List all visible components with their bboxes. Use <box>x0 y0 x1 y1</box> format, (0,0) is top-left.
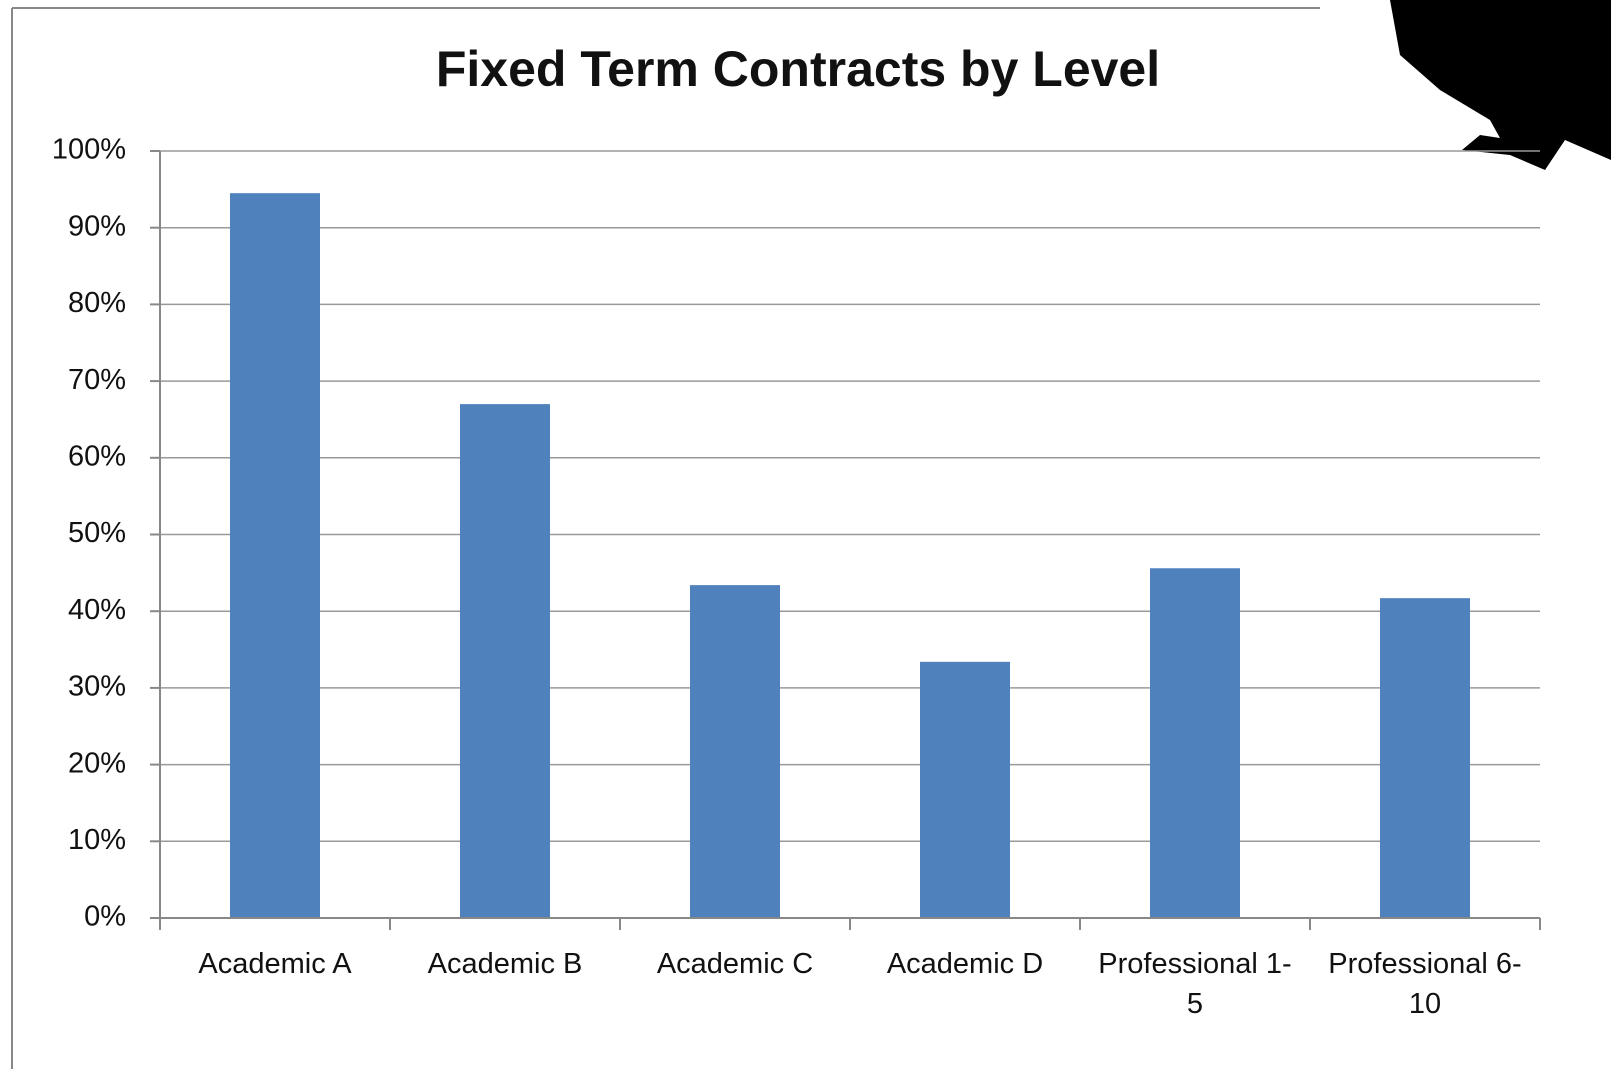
bar <box>460 404 550 918</box>
bar <box>1150 568 1240 918</box>
x-tick-label: Academic D <box>886 948 1044 980</box>
decoration <box>1390 0 1611 170</box>
y-tick-label: 10% <box>68 824 126 856</box>
bar <box>1380 598 1470 918</box>
x-tick-label: Professional 6-10 <box>1328 948 1522 1020</box>
y-tick-label: 0% <box>84 901 126 933</box>
bar <box>920 661 1010 918</box>
bar <box>230 193 320 918</box>
x-tick-label: Academic A <box>198 948 352 980</box>
y-tick-label: 40% <box>68 594 126 626</box>
y-tick-label: 60% <box>68 440 126 472</box>
y-tick-label: 100% <box>52 134 126 166</box>
x-tick-label: Professional 1-5 <box>1098 948 1292 1020</box>
bar <box>690 585 780 918</box>
y-tick-label: 80% <box>68 287 126 319</box>
x-tick-label: Academic C <box>656 948 814 980</box>
chart-title: Fixed Term Contracts by Level <box>436 41 1160 97</box>
y-tick-label: 20% <box>68 747 126 779</box>
x-tick-label: Academic B <box>427 948 583 980</box>
y-tick-label: 90% <box>68 210 126 242</box>
y-tick-label: 70% <box>68 364 126 396</box>
y-tick-label: 30% <box>68 671 126 703</box>
y-tick-label: 50% <box>68 517 126 549</box>
